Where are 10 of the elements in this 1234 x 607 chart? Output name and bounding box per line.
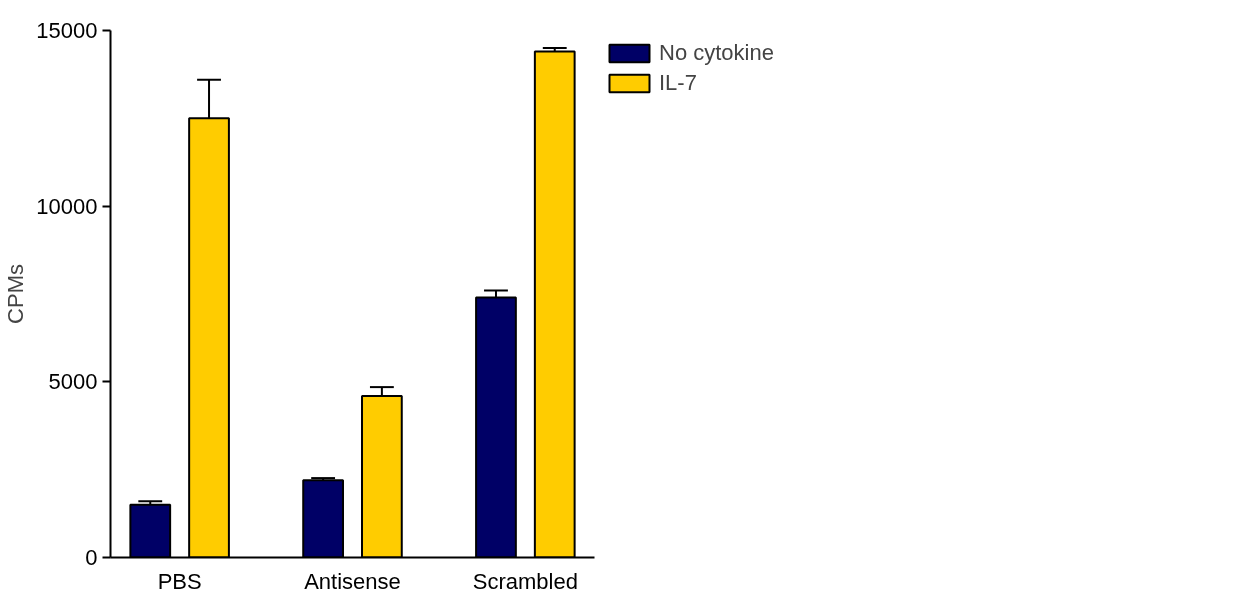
- legend-label: IL-7: [659, 70, 697, 96]
- y-tick-label: 15000: [36, 18, 98, 43]
- x-tick-label: Scrambled: [472, 568, 578, 594]
- y-tick-label: 10000: [36, 193, 98, 219]
- y-tick-label: 0: [85, 545, 98, 570]
- x-tick-label: PBS: [157, 568, 202, 594]
- y-axis-title: CPMs: [3, 264, 29, 324]
- legend-label: No cytokine: [659, 40, 774, 66]
- y-tick-label: 5000: [48, 369, 98, 395]
- x-tick-label: Antisense: [304, 568, 401, 594]
